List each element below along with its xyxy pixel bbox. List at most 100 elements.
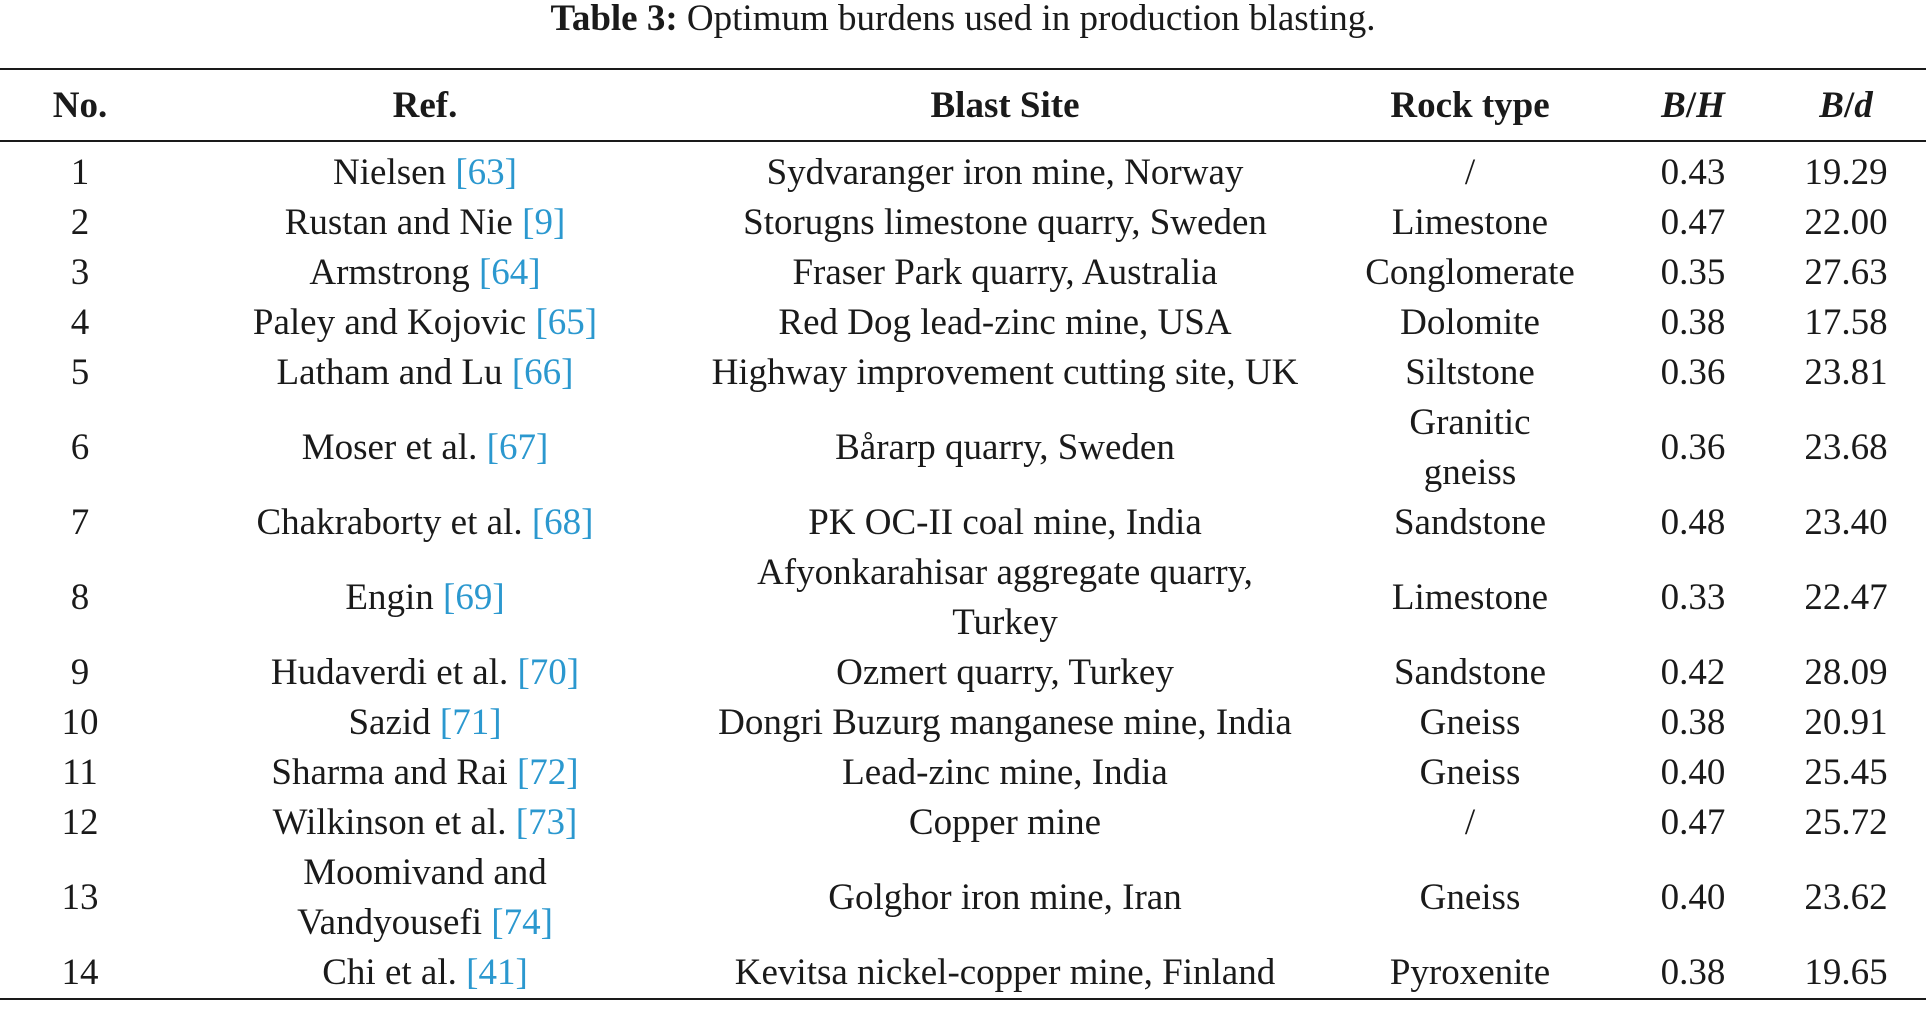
- ref-text: Moser et al. [67]: [302, 427, 549, 468]
- cell-bd: 22.47: [1804, 577, 1888, 618]
- cell-bh: 0.40: [1660, 877, 1726, 918]
- table-caption-text: Optimum burdens used in production blast…: [686, 0, 1376, 39]
- cell-no: 2: [70, 202, 90, 243]
- citation-link[interactable]: [9]: [522, 202, 566, 243]
- ref-name: Armstrong: [309, 252, 470, 293]
- cell-bh: 0.38: [1660, 702, 1726, 743]
- cell-no: 3: [70, 252, 90, 293]
- cell-site: PK OC-II coal mine, India: [808, 502, 1202, 543]
- citation-number[interactable]: 41: [478, 952, 516, 993]
- ref-name: Vandyousefi: [297, 902, 483, 943]
- header-bd-slash: /: [1843, 84, 1855, 126]
- citation-link[interactable]: [70]: [517, 652, 580, 693]
- cell-rock: /: [1464, 802, 1476, 843]
- cell-bd: 27.63: [1804, 252, 1888, 293]
- ref-line1: Moomivand and: [303, 852, 547, 893]
- citation-link[interactable]: [69]: [442, 577, 505, 618]
- citation-link[interactable]: [65]: [535, 302, 598, 343]
- cell-rock: Gneiss: [1419, 877, 1521, 918]
- citation-link[interactable]: [68]: [531, 502, 594, 543]
- citation-link[interactable]: [73]: [515, 802, 578, 843]
- cell-ref: Rustan and Nie [9]: [160, 198, 690, 248]
- cell-bd: 23.62: [1804, 877, 1888, 918]
- cell-bh: 0.38: [1660, 302, 1726, 343]
- cell-ref: Hudaverdi et al. [70]: [160, 648, 690, 698]
- citation-link[interactable]: [41]: [466, 952, 528, 993]
- ref-name: Sharma and Rai: [271, 752, 508, 793]
- cell-site: Storugns limestone quarry, Sweden: [743, 202, 1267, 243]
- citation-link[interactable]: [67]: [486, 427, 549, 468]
- table-row: 11 Sharma and Rai [72] Lead-zinc mine, Ind…: [0, 748, 1926, 798]
- citation-number[interactable]: 66: [524, 352, 562, 393]
- citation-number[interactable]: 69: [455, 577, 493, 618]
- cell-bh: 0.47: [1660, 202, 1726, 243]
- cell-bd: 22.00: [1804, 202, 1888, 243]
- table-row: 6 Moser et al. [67] Bårarp quarry, Sweden G…: [0, 398, 1926, 498]
- header-bh-b: B: [1661, 84, 1686, 126]
- table-row: 8 Engin [69] Afyonkarahisar aggregate quar…: [0, 548, 1926, 648]
- citation-link[interactable]: [64]: [478, 252, 541, 293]
- cell-site: Golghor iron mine, Iran: [828, 877, 1182, 918]
- citation-link[interactable]: [72]: [516, 752, 579, 793]
- header-site: Blast Site: [930, 84, 1080, 126]
- cell-bd: 23.68: [1804, 427, 1888, 468]
- header-bd-b: B: [1819, 84, 1844, 126]
- citation-number[interactable]: 67: [498, 427, 536, 468]
- header-rock: Rock type: [1390, 84, 1550, 126]
- site-line2: Turkey: [952, 602, 1058, 643]
- citation-number[interactable]: 71: [452, 702, 490, 743]
- cell-no: 6: [70, 427, 90, 468]
- cell-ref: Wilkinson et al. [73]: [160, 798, 690, 848]
- citation-link[interactable]: [63]: [455, 152, 517, 193]
- citation-number[interactable]: 63: [467, 152, 505, 193]
- cell-no: 13: [61, 877, 99, 918]
- table-caption: Table 3: Optimum burdens used in product…: [0, 0, 1926, 40]
- cell-rock: Limestone: [1391, 202, 1549, 243]
- cell-bd: 19.29: [1804, 152, 1888, 193]
- citation-number[interactable]: 9: [534, 202, 553, 243]
- cell-rock: Gneiss: [1419, 702, 1521, 743]
- ref-text: Sazid [71]: [348, 702, 501, 743]
- cell-bh: 0.35: [1660, 252, 1726, 293]
- cell-rock: Siltstone: [1405, 352, 1535, 393]
- cell-site: Ozmert quarry, Turkey: [836, 652, 1174, 693]
- cell-bd: 20.91: [1804, 702, 1888, 743]
- citation-number[interactable]: 64: [491, 252, 529, 293]
- cell-no: 10: [61, 702, 99, 743]
- ref-name: Wilkinson et al.: [272, 802, 507, 843]
- citation-link[interactable]: [66]: [511, 352, 574, 393]
- cell-site: Copper mine: [908, 802, 1102, 843]
- cell-no: 7: [70, 502, 90, 543]
- table-row: 1 Nielsen [63] Sydvaranger iron mine, Norw…: [0, 141, 1926, 198]
- cell-bh: 0.43: [1660, 152, 1726, 193]
- ref-name: Rustan and Nie: [284, 202, 513, 243]
- cell-ref: Paley and Kojovic [65]: [160, 298, 690, 348]
- cell-bd: 19.65: [1804, 952, 1888, 993]
- cell-ref: Moomivand and Vandyousefi [74]: [160, 848, 690, 948]
- citation-link[interactable]: [74]: [491, 902, 553, 943]
- cell-bh: 0.36: [1660, 352, 1726, 393]
- table-row: 10 Sazid [71] Dongri Buzurg manganese mine…: [0, 698, 1926, 748]
- cell-ref: Moser et al. [67]: [160, 398, 690, 498]
- table-row: 9 Hudaverdi et al. [70] Ozmert quarry, Tur…: [0, 648, 1926, 698]
- ref-name: Latham and Lu: [276, 352, 503, 393]
- cell-site: Red Dog lead-zinc mine, USA: [778, 302, 1232, 343]
- citation-number[interactable]: 68: [544, 502, 582, 543]
- cell-no: 11: [62, 752, 98, 793]
- citation-number[interactable]: 65: [547, 302, 585, 343]
- cell-bd: 23.40: [1804, 502, 1888, 543]
- citation-link[interactable]: [71]: [439, 702, 502, 743]
- cell-bh: 0.47: [1660, 802, 1726, 843]
- citation-number[interactable]: 70: [529, 652, 567, 693]
- ref-name: Sazid: [348, 702, 431, 743]
- cell-site: Kevitsa nickel-copper mine, Finland: [734, 952, 1276, 993]
- citation-number[interactable]: 73: [528, 802, 566, 843]
- header-bh-slash: /: [1685, 84, 1697, 126]
- rock-text: Granitic gneiss: [1409, 398, 1530, 498]
- cell-rock: /: [1464, 152, 1476, 193]
- citation-number[interactable]: 72: [529, 752, 567, 793]
- citation-number[interactable]: 74: [503, 902, 541, 943]
- table-row: 13 Moomivand and Vandyousefi [74] Golghor i…: [0, 848, 1926, 948]
- ref-name: Moser et al.: [301, 427, 478, 468]
- cell-site: Highway improvement cutting site, UK: [711, 352, 1299, 393]
